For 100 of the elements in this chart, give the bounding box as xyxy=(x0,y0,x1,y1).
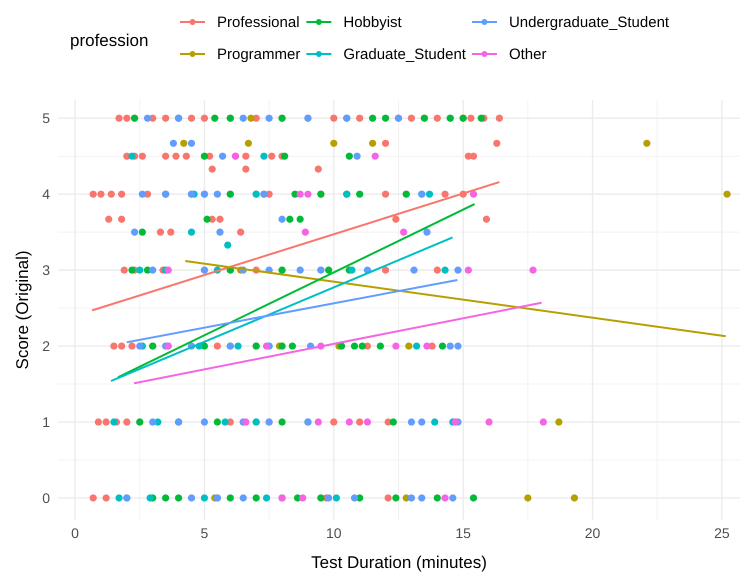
point xyxy=(423,342,431,350)
legend-label: Programmer xyxy=(217,46,300,63)
point xyxy=(369,140,376,147)
point xyxy=(452,418,459,426)
point xyxy=(136,266,144,274)
x-axis-title: Test Duration (minutes) xyxy=(311,553,487,572)
point xyxy=(242,418,250,426)
point xyxy=(149,418,156,426)
point xyxy=(346,418,353,426)
point xyxy=(234,342,242,350)
point xyxy=(115,494,123,502)
point xyxy=(262,494,270,502)
x-tick-label: 10 xyxy=(326,525,342,541)
point xyxy=(266,114,273,122)
point xyxy=(110,418,118,426)
point xyxy=(164,266,172,274)
point xyxy=(431,418,438,426)
point xyxy=(296,266,304,274)
point xyxy=(332,494,340,502)
point xyxy=(278,216,286,223)
point xyxy=(643,140,650,147)
y-tick-label: 4 xyxy=(42,186,50,202)
point xyxy=(418,494,426,502)
point xyxy=(392,342,400,350)
point xyxy=(180,140,188,147)
y-axis-title: Score (Original) xyxy=(13,250,32,370)
y-tick-label: 3 xyxy=(42,262,50,278)
point xyxy=(555,418,562,426)
point xyxy=(188,228,196,236)
point xyxy=(426,190,434,198)
point xyxy=(304,190,312,198)
point xyxy=(441,266,449,274)
point xyxy=(136,342,144,350)
point xyxy=(296,190,304,198)
point xyxy=(449,494,456,502)
point xyxy=(418,418,426,426)
point xyxy=(130,228,138,236)
point xyxy=(454,266,462,274)
x-tick-label: 5 xyxy=(200,525,209,541)
y-tick-label: 2 xyxy=(42,338,50,354)
point xyxy=(299,494,306,502)
point xyxy=(529,266,537,274)
point xyxy=(405,342,412,350)
x-tick-label: 15 xyxy=(455,525,472,541)
point xyxy=(464,266,472,274)
point xyxy=(400,228,408,236)
point xyxy=(218,152,226,160)
point xyxy=(353,152,361,160)
point xyxy=(348,266,356,274)
point xyxy=(540,418,547,426)
point xyxy=(330,140,338,147)
point xyxy=(188,140,196,147)
point xyxy=(222,418,229,426)
point xyxy=(723,190,731,198)
point xyxy=(408,494,416,502)
legend-label: Professional xyxy=(217,14,300,31)
point xyxy=(170,140,177,147)
x-tick-label: 25 xyxy=(714,525,730,541)
point xyxy=(350,494,358,502)
point xyxy=(188,494,196,502)
point xyxy=(244,140,252,147)
point xyxy=(441,494,449,502)
legend-label: Undergraduate_Student xyxy=(508,14,670,31)
point xyxy=(485,418,493,426)
point xyxy=(302,228,309,236)
point xyxy=(240,494,247,502)
y-tick-label: 5 xyxy=(42,110,50,126)
point xyxy=(314,418,322,426)
point xyxy=(260,152,268,160)
point xyxy=(144,114,152,122)
legend-label: Other xyxy=(508,46,546,63)
legend-title: profession xyxy=(70,31,148,50)
point xyxy=(214,190,221,198)
point xyxy=(128,152,136,160)
point xyxy=(200,494,208,502)
point xyxy=(224,241,232,249)
point xyxy=(408,418,416,426)
point xyxy=(364,418,372,426)
x-tick-label: 20 xyxy=(584,525,601,541)
point xyxy=(524,494,532,502)
point xyxy=(200,418,208,426)
point xyxy=(570,494,578,502)
point xyxy=(372,152,379,160)
legend-label: Graduate_Student xyxy=(343,46,467,63)
point xyxy=(470,190,478,198)
point xyxy=(325,494,332,502)
point xyxy=(146,494,154,502)
point xyxy=(216,228,224,236)
point xyxy=(240,114,247,122)
point xyxy=(262,342,270,350)
point xyxy=(247,114,255,122)
point xyxy=(410,266,418,274)
point xyxy=(423,228,431,236)
y-tick-label: 0 xyxy=(42,490,50,506)
point xyxy=(149,266,156,274)
point xyxy=(446,342,454,350)
point xyxy=(412,342,420,350)
y-tick-label: 1 xyxy=(42,414,50,430)
point xyxy=(138,190,146,198)
x-tick-label: 0 xyxy=(71,525,80,541)
